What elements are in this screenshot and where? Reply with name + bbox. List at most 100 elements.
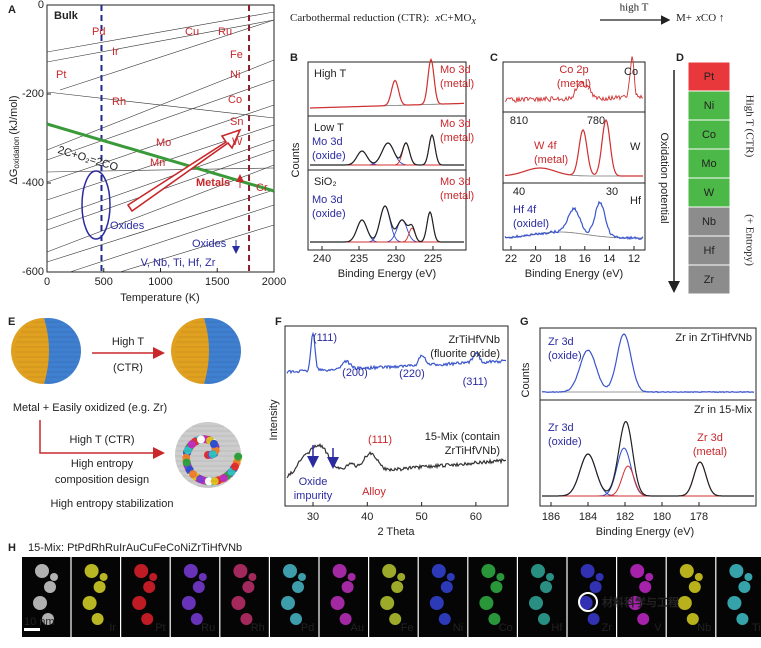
atom xyxy=(231,462,240,471)
component xyxy=(310,219,464,243)
spectrum xyxy=(310,57,464,109)
map-blob xyxy=(33,596,47,610)
x-tick-label: 182 xyxy=(616,511,634,523)
oxides-list: V, Nb, Ti, Hf, Zr xyxy=(141,257,216,269)
arrow-label: composition design xyxy=(55,474,149,486)
panel-letter: A xyxy=(8,4,16,16)
map-blob xyxy=(488,613,501,625)
peak-label: Zr 3d xyxy=(548,422,574,434)
element-label: Mo xyxy=(701,158,716,170)
line xyxy=(46,79,275,161)
element-label: Hf xyxy=(630,195,642,207)
map-blob xyxy=(677,596,692,610)
panel-title: 15-Mix: PtPdRhRuIrAuCuFeCoNiZrTiHfVNb xyxy=(28,542,242,554)
element-box xyxy=(687,177,731,208)
map-blob xyxy=(330,596,345,610)
x-tick-label: 178 xyxy=(690,511,708,523)
y-tick-label: -600 xyxy=(22,266,44,278)
peak-label: Co 2p xyxy=(559,64,588,76)
reaction-label: 2C+O₂=2CO xyxy=(56,144,120,174)
peak-label: (111) xyxy=(313,332,337,344)
map-blob xyxy=(429,596,444,610)
map-blob xyxy=(35,564,49,578)
equation-prefix: Carbothermal reduction (CTR): xyxy=(290,12,429,24)
peak-label: Mo 3d xyxy=(440,118,471,130)
metal-label: Fe xyxy=(230,49,243,61)
x-tick-label: 30 xyxy=(307,511,319,523)
x-axis-label: Temperature (K) xyxy=(120,292,199,304)
map-label: Zr xyxy=(602,622,613,634)
peak-label: (111) xyxy=(368,434,392,446)
atom xyxy=(204,477,213,486)
map-blob xyxy=(389,613,402,625)
atom xyxy=(182,458,191,467)
map-label: Ru xyxy=(201,622,215,634)
x-axis-label: Binding Energy (eV) xyxy=(338,268,436,280)
map-blob xyxy=(490,581,503,593)
map-label: V xyxy=(654,622,662,634)
x-axis-label: Binding Energy (eV) xyxy=(525,268,623,280)
element-box xyxy=(687,119,731,150)
tick-label: 810 xyxy=(510,115,528,127)
line xyxy=(46,189,275,263)
map-blob xyxy=(391,581,404,593)
x-tick-label: 12 xyxy=(628,253,640,265)
element-box xyxy=(687,206,731,237)
line xyxy=(59,19,275,91)
map-label: Au xyxy=(351,622,364,634)
oxides-ellipse xyxy=(81,170,111,240)
map-blob xyxy=(198,573,207,581)
map-blob xyxy=(341,581,354,593)
metal-label: W xyxy=(232,136,243,148)
map-blob xyxy=(538,613,550,625)
atom xyxy=(187,440,196,449)
map-blob xyxy=(729,564,744,578)
map-blob xyxy=(589,581,602,593)
map-blob xyxy=(694,573,703,581)
map-blob xyxy=(397,573,406,581)
panel-letter: H xyxy=(8,542,16,554)
panel-letter: C xyxy=(490,52,498,64)
element-box xyxy=(687,61,731,92)
x-tick-label: 40 xyxy=(361,511,373,523)
peak-label: (metal) xyxy=(557,78,591,90)
peak-label: (metal) xyxy=(440,78,474,90)
particle-half xyxy=(11,318,49,384)
map-blob xyxy=(132,596,147,610)
map-blob xyxy=(248,573,257,581)
map-blob xyxy=(496,573,505,581)
particle-half xyxy=(171,318,209,384)
map-blob xyxy=(134,564,149,578)
equation-part: x xyxy=(470,16,476,27)
map-blob xyxy=(688,581,701,593)
map-label: Co xyxy=(499,622,513,634)
x-tick-label: 20 xyxy=(529,253,541,265)
map-label: Nb xyxy=(697,622,711,634)
map-blob xyxy=(233,564,248,578)
x-tick-label: 240 xyxy=(313,253,331,265)
frame xyxy=(307,169,467,251)
frame xyxy=(502,182,646,251)
map-blob xyxy=(84,564,99,578)
map-blob xyxy=(231,596,246,610)
map-blob xyxy=(192,581,205,593)
tick-label: 40 xyxy=(513,186,525,198)
watermark-icon xyxy=(578,592,598,612)
map-blob xyxy=(183,564,198,578)
subpanel-label: High T xyxy=(314,68,346,80)
map-blob xyxy=(630,564,645,578)
map-blob xyxy=(744,573,753,581)
map-blob xyxy=(438,613,451,625)
atom xyxy=(196,475,205,484)
side-label: High T (CTR) xyxy=(743,95,755,158)
arrow-label: High T xyxy=(112,336,144,348)
metal-label: Pt xyxy=(56,69,66,81)
spectrum xyxy=(286,331,506,375)
subpanel-label: SiO₂ xyxy=(314,176,337,188)
map-blob xyxy=(736,613,749,625)
y-tick-label: 0 xyxy=(38,0,44,11)
peak-label: (oxidel) xyxy=(513,218,549,230)
x-axis-label: Binding Energy (eV) xyxy=(596,526,694,538)
map-blob xyxy=(91,613,104,625)
y-axis-label: Counts xyxy=(520,362,532,397)
